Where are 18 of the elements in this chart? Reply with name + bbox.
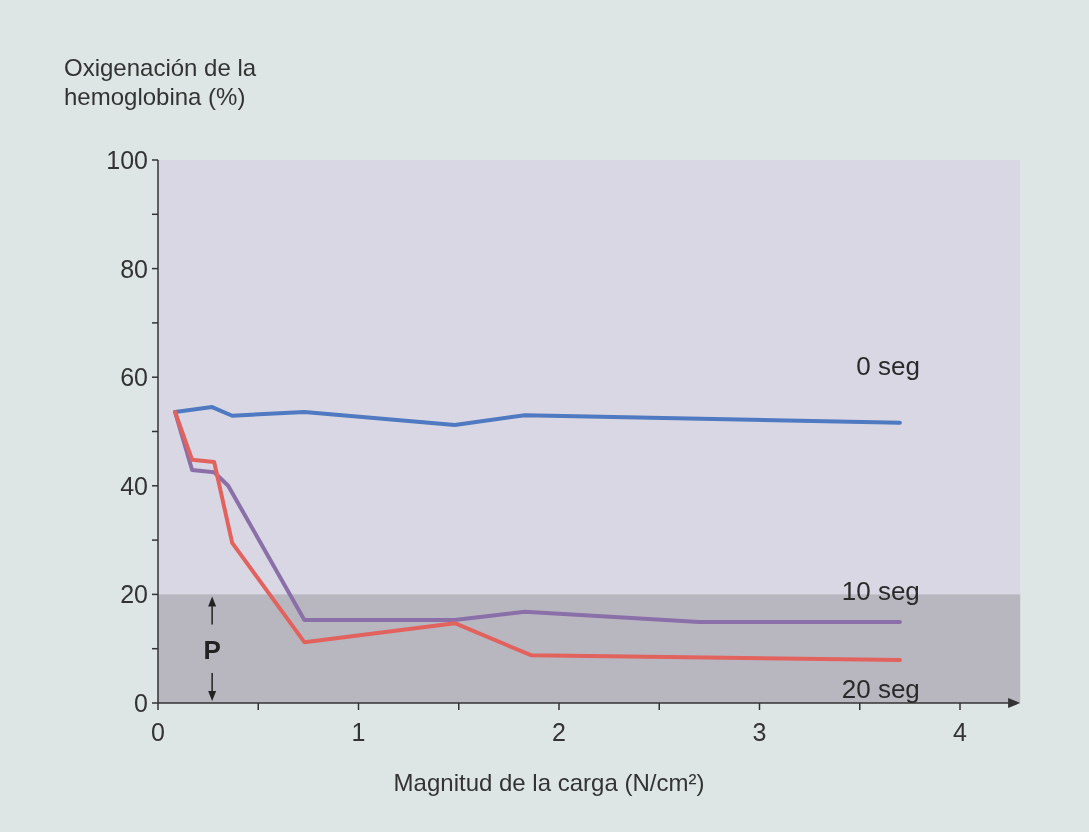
y-tick-label: 60 (120, 363, 148, 392)
series-label: 20 seg (841, 674, 920, 705)
y-tick-label: 40 (120, 471, 148, 500)
line-series (173, 405, 902, 427)
band-label: P (203, 634, 221, 665)
series-label: 10 seg (841, 576, 920, 607)
x-tick-label: 2 (552, 718, 566, 746)
x-axis-title: Magnitud de la carga (N/cm²) (393, 769, 705, 796)
y-tick-label: 100 (106, 146, 148, 174)
series-label: 0 seg (856, 350, 920, 381)
y-tick-label: 0 (134, 689, 148, 717)
x-tick-label: 3 (752, 718, 767, 746)
x-tick-label: 4 (953, 718, 968, 746)
y-tick-label: 20 (120, 580, 148, 609)
y-tick-label: 80 (120, 254, 148, 283)
y-axis-title: Oxigenación de la hemoglobina (%) (64, 54, 257, 110)
x-tick-label: 1 (351, 718, 366, 746)
x-tick-label: 0 (151, 718, 165, 746)
